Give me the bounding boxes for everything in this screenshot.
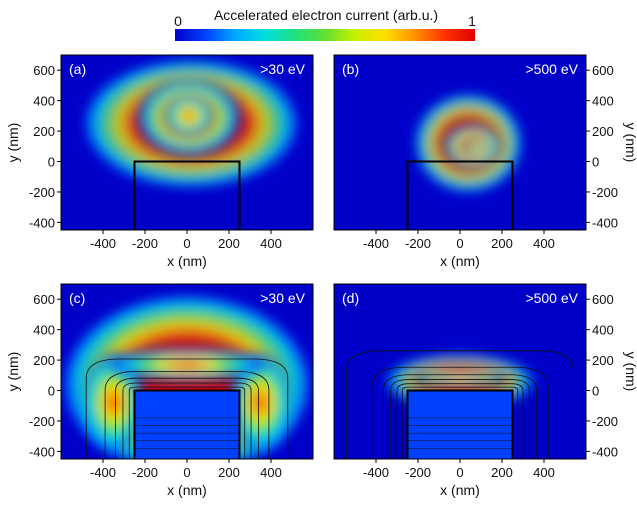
x-tick-label: -400 [363,465,389,480]
x-tick-label: -200 [405,236,431,251]
x-tick-label: 0 [456,465,463,480]
panel-label: (d) [342,290,359,306]
panel-label: (b) [342,61,359,77]
y-tick-label: -400 [592,215,618,230]
intensity-blob [436,374,484,384]
x-tick-label: 200 [218,465,240,480]
x-axis-label: x (nm) [440,253,480,269]
panel-a: -400 -200 0 200 400 x (nm) -400 -200 0 200 400 600 y… [5,54,314,269]
y-tick-label: 200 [592,124,614,139]
intensity-blob [107,347,267,382]
structure-outline [406,160,514,230]
y-tick-label: -400 [592,444,618,459]
structure-outline [133,160,241,230]
intensity-blob [462,138,492,157]
y-tick-label: 0 [48,155,55,170]
x-tick-label: -200 [405,465,431,480]
structure-outline [406,389,514,459]
x-tick-label: 200 [491,465,513,480]
x-tick-label: -200 [132,465,158,480]
energy-label: >30 eV [260,61,305,77]
x-tick-label: 200 [218,236,240,251]
y-tick-label: 400 [33,323,55,338]
field-lines [346,350,574,459]
x-tick-label: 400 [533,236,555,251]
y-tick-label: -400 [29,444,55,459]
x-tick-label: -400 [90,465,116,480]
heatmap-intensity [413,93,523,194]
panel-d: -400 -200 0 200 400 x (nm) -400 -200 0 200 400 600 y… [333,283,637,498]
x-tick-label: 0 [456,236,463,251]
field-line [128,386,246,459]
y-axis-label: y (nm) [5,123,21,163]
x-tick-label: 200 [491,236,513,251]
x-tick-label: 0 [183,465,190,480]
y-tick-label: 200 [33,124,55,139]
y-tick-label: -400 [29,215,55,230]
x-tick-label: 0 [183,236,190,251]
y-tick-label: -200 [592,185,618,200]
y-tick-label: -200 [29,414,55,429]
energy-label: >500 eV [525,290,578,306]
energy-label: >30 eV [260,290,305,306]
colorbar-max-label: 1 [468,13,476,29]
field-line [371,366,549,459]
field-line [85,358,289,459]
y-tick-label: 400 [592,94,614,109]
x-axis-label: x (nm) [167,482,207,498]
panel-label: (c) [69,290,85,306]
colorbar-gradient [175,29,475,41]
y-tick-label: -200 [592,414,618,429]
colorbar-title: Accelerated electron current (arb.u.) [214,7,438,23]
panel-label: (a) [69,61,86,77]
field-line [115,377,259,459]
x-tick-label: -200 [132,236,158,251]
panel-c: -400 -200 0 200 400 x (nm) -400 -200 0 200 400 600 y… [5,283,314,498]
colorbar: Accelerated electron current (arb.u.) 0 … [174,7,476,41]
y-tick-label: 600 [33,63,55,78]
y-tick-label: 600 [592,292,614,307]
y-tick-label: 600 [592,63,614,78]
colorbar-min-label: 0 [174,13,182,29]
y-axis-label: y (nm) [623,123,637,163]
structure-interior [407,390,513,459]
panel-b: -400 -200 0 200 400 x (nm) -400 -200 0 200 400 600 y… [333,54,637,269]
y-tick-label: 0 [48,384,55,399]
y-axis-label: y (nm) [623,352,637,392]
x-tick-label: 400 [260,236,282,251]
heatmap-intensity [82,58,301,189]
y-tick-label: 400 [33,94,55,109]
y-tick-label: -200 [29,185,55,200]
x-axis-label: x (nm) [167,253,207,269]
field-line [401,386,519,459]
x-tick-label: -400 [90,236,116,251]
y-tick-label: 400 [592,323,614,338]
y-tick-label: 600 [33,292,55,307]
intensity-blob [163,94,215,138]
y-tick-label: 200 [592,353,614,368]
structure-interior [134,390,240,459]
field-lines [85,358,289,459]
x-tick-label: 400 [533,465,555,480]
x-tick-label: 400 [260,465,282,480]
energy-label: >500 eV [525,61,578,77]
field-line [122,382,252,459]
y-tick-label: 200 [33,353,55,368]
field-line [104,370,270,459]
x-tick-label: -400 [363,236,389,251]
x-axis-label: x (nm) [440,482,480,498]
y-axis-label: y (nm) [5,352,21,392]
field-line [382,374,538,459]
y-tick-label: 0 [592,384,599,399]
y-tick-label: 0 [592,155,599,170]
structure-outline [133,389,241,459]
field-line [346,350,574,459]
field-line [396,383,524,459]
field-line [390,379,530,459]
